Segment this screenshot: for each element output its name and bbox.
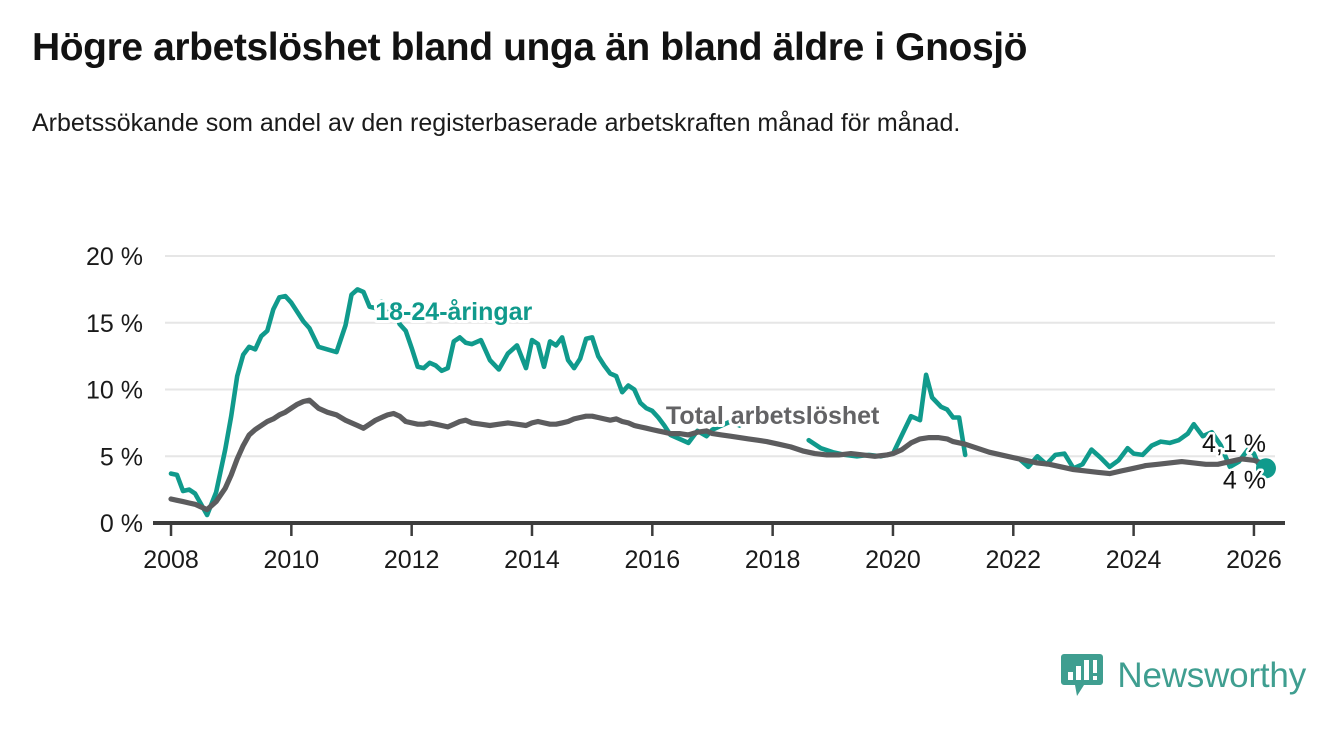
- x-axis-tick-label: 2024: [1106, 546, 1162, 574]
- x-axis-ticks: 2008 2010 2012 2014 2016 2018 2020 2022 2024 2026: [143, 523, 1282, 574]
- x-axis-tick-label: 2022: [985, 546, 1041, 574]
- end-point-marker: [1255, 458, 1276, 479]
- line-chart: 0 %5 %10 %15 %20 % 2008 2010 2012 2014 2016 2…: [86, 243, 1285, 574]
- y-axis-tick-label: 15 %: [86, 310, 143, 338]
- newsworthy-wordmark: Newsworthy: [1117, 655, 1306, 695]
- x-axis-tick-label: 2016: [625, 546, 681, 574]
- data-series: [168, 287, 1269, 518]
- series-line-total: [168, 397, 1269, 513]
- chart-header: Högre arbetslöshet bland unga än bland ä…: [32, 26, 1232, 140]
- total-series-label: Total arbetslöshet: [666, 402, 880, 430]
- young-end-value: 4,1 %: [1202, 430, 1266, 458]
- x-axis-tick-label: 2012: [384, 546, 440, 574]
- chart-area: 0 % 5 % 10 % 15 % 20 % 2008 2010 2012 2014 2016 2…: [0, 232, 1340, 592]
- y-axis-tick-label: 0 %: [100, 510, 143, 538]
- x-axis-tick-label: 2010: [264, 546, 320, 574]
- y-axis-tick-label: 20 %: [86, 243, 143, 271]
- y-axis-ticks: 0 % 5 % 10 % 15 % 20 %: [86, 243, 143, 538]
- x-axis-tick-label: 2026: [1226, 546, 1282, 574]
- chart-subtitle: Arbetssökande som andel av den registerb…: [32, 108, 961, 137]
- x-axis-tick-label: 2014: [504, 546, 560, 574]
- newsworthy-logo[interactable]: Newsworthy: [1060, 652, 1306, 698]
- end-point-markers: [1255, 458, 1276, 479]
- x-axis-tick-label: 2008: [143, 546, 199, 574]
- bar-chart-speech-bubble-icon: [1061, 654, 1104, 696]
- y-axis-tick-label: 5 %: [100, 443, 143, 471]
- young-series-label: 18-24-åringar: [375, 298, 532, 326]
- y-axis-tick-label: 10 %: [86, 377, 143, 405]
- page-title: Högre arbetslöshet bland unga än bland ä…: [32, 26, 1028, 69]
- chart-annotations: 18-24-åringar Total arbetslöshet 4,1 % 4 %: [372, 295, 1268, 497]
- total-end-value: 4 %: [1223, 466, 1266, 494]
- x-axis-tick-label: 2020: [865, 546, 921, 574]
- x-axis-tick-label: 2018: [745, 546, 801, 574]
